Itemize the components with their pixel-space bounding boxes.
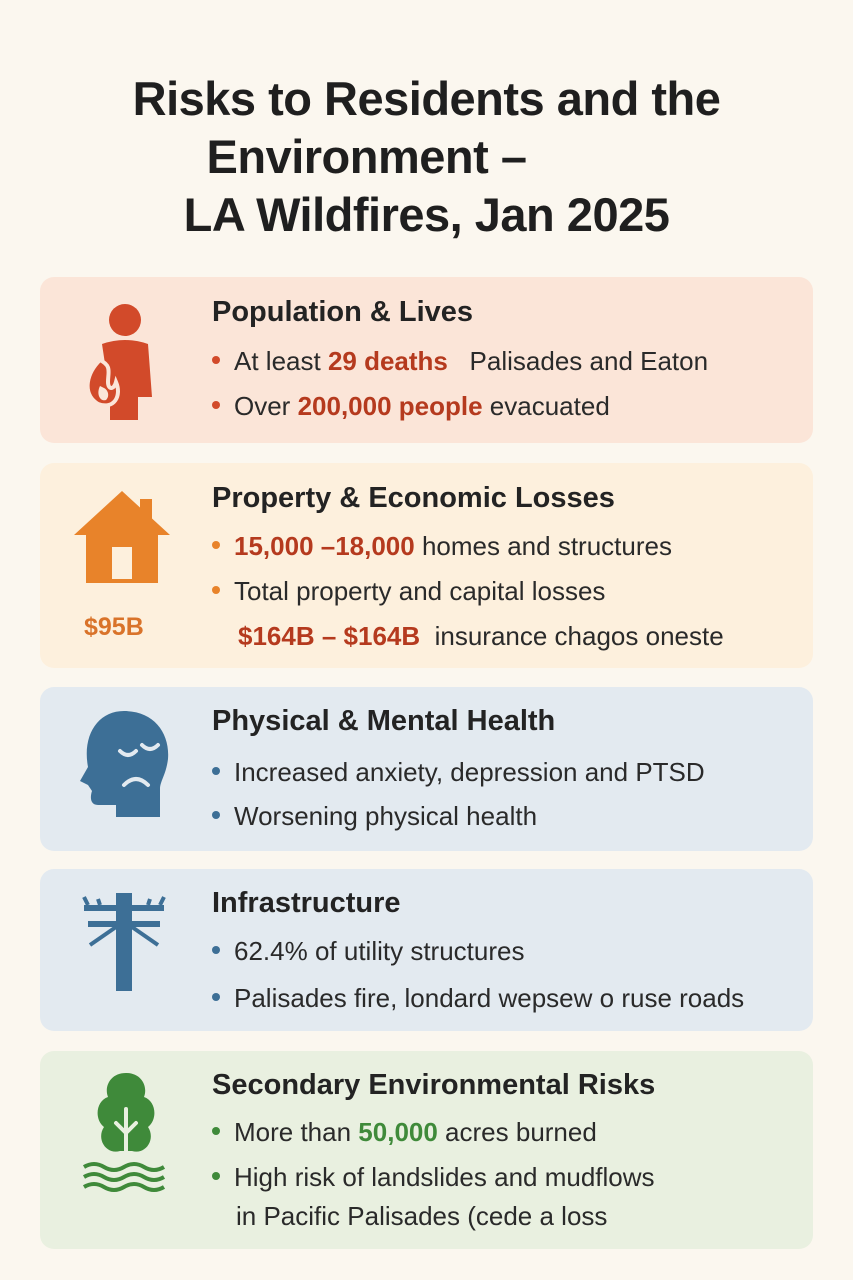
- population-card: Population & Lives At least 29 deaths Pa…: [40, 277, 813, 443]
- bullet-dot: [212, 356, 220, 365]
- title-line-3: LA Wildfires, Jan 2025: [183, 188, 670, 241]
- house-icon: [72, 489, 172, 590]
- bullet-text: Palisades fire, londard wepsew o ruse ro…: [234, 983, 745, 1013]
- tree-water-icon: [80, 1069, 172, 1202]
- bullet-item: High risk of landslides and mudflows: [212, 1162, 655, 1193]
- bullet-text: acres burned: [437, 1117, 597, 1147]
- card-heading: Physical & Mental Health: [212, 705, 556, 737]
- bullet-dot: [212, 1127, 220, 1136]
- bullet-item: 62.4% of utility structures: [212, 936, 524, 967]
- bullet-continuation: in Pacific Palisades (cede a loss: [236, 1201, 608, 1231]
- bullet-dot: [212, 541, 220, 550]
- bullet-text: 62.4% of utility structures: [234, 936, 525, 966]
- bullet-dot: [212, 811, 220, 820]
- bullet-dot: [212, 946, 220, 955]
- card-heading: Secondary Environmental Risks: [212, 1069, 656, 1101]
- bullet-dot: [212, 993, 220, 1002]
- bullet-text: homes and structures: [414, 531, 672, 561]
- sad-head-icon: [76, 709, 172, 826]
- bullet-text: At least: [234, 346, 328, 376]
- bullet-item: More than 50,000 acres burned: [212, 1117, 597, 1148]
- card-heading: Population & Lives: [212, 296, 474, 328]
- card-heading: Infrastructure: [212, 887, 401, 919]
- bullet-text: Increased anxiety, depression and PTSD: [234, 757, 705, 787]
- highlight-value: 50,000: [358, 1117, 438, 1147]
- bullet-item: Increased anxiety, depression and PTSD: [212, 757, 705, 788]
- card-heading: Property & Economic Losses: [212, 482, 615, 514]
- bullet-dot: [212, 401, 220, 410]
- bullet-text: More than: [234, 1117, 359, 1147]
- title-line-2: Environment –: [206, 130, 527, 183]
- page-title: Risks to Residents and the Environment –…: [0, 70, 853, 244]
- bullet-dot: [212, 767, 220, 776]
- bullet-item: At least 29 deaths Palisades and Eaton: [212, 346, 708, 377]
- environment-card: Secondary Environmental Risks More than …: [40, 1051, 813, 1249]
- bullet-text: High risk of landslides and mudflows: [234, 1162, 655, 1192]
- highlight-value: 15,000 –18,000: [234, 531, 415, 561]
- bullet-continuation: $164B – $164B insurance chagos oneste: [238, 621, 724, 652]
- bullet-text: insurance chagos oneste: [420, 621, 724, 651]
- bullet-text: Worsening physical health: [234, 801, 538, 831]
- bullet-text: evacuated: [482, 391, 610, 421]
- bullet-text: Total property and capital losses: [234, 576, 606, 606]
- health-card: Physical & Mental Health Increased anxie…: [40, 687, 813, 851]
- bullet-item: 15,000 –18,000 homes and structures: [212, 531, 672, 562]
- bullet-text: Over: [234, 391, 298, 421]
- bullet-item: Worsening physical health: [212, 801, 537, 832]
- highlight-value: 200,000 people: [297, 391, 483, 421]
- loss-badge: $95B: [84, 613, 144, 641]
- bullet-text: Palisades and Eaton: [447, 346, 709, 376]
- highlight-value: 29 deaths: [327, 346, 448, 376]
- highlight-value: $164B – $164B: [238, 621, 421, 651]
- bullet-item: Over 200,000 people evacuated: [212, 391, 610, 422]
- person-fire-icon: [80, 302, 156, 429]
- bullet-item: Total property and capital losses: [212, 576, 605, 607]
- property-card: $95B Property & Economic Losses 15,000 –…: [40, 463, 813, 668]
- bullet-dot: [212, 1172, 220, 1181]
- bullet-dot: [212, 586, 220, 595]
- infrastructure-card: Infrastructure 62.4% of utility structur…: [40, 869, 813, 1031]
- title-line-1: Risks to Residents and the: [132, 72, 721, 125]
- utility-pole-icon: [80, 889, 168, 998]
- bullet-item: Palisades fire, londard wepsew o ruse ro…: [212, 983, 744, 1014]
